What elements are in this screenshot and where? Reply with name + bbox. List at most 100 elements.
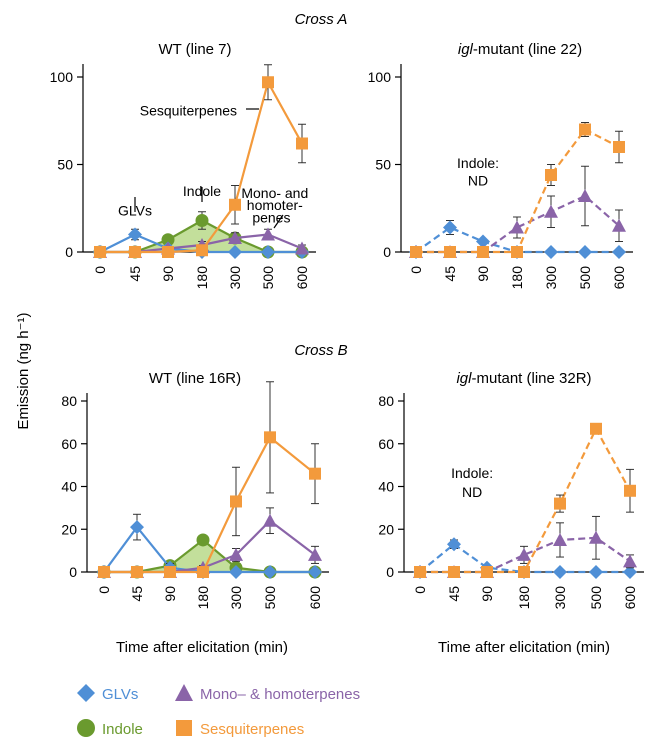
data-point-glvs bbox=[263, 565, 277, 579]
data-point-glvs bbox=[589, 565, 603, 579]
data-point-glvs bbox=[612, 245, 626, 259]
data-point-glvs bbox=[476, 234, 490, 249]
panel-title-text: -mutant (line 22) bbox=[473, 41, 582, 58]
legend-item-indole: Indole bbox=[77, 719, 143, 738]
x-tick-label: 600 bbox=[622, 586, 638, 610]
data-point-mono bbox=[544, 204, 558, 218]
cross-b-title: Cross B bbox=[294, 342, 347, 359]
y-axis-label: Emission (ng h⁻¹) bbox=[15, 312, 32, 429]
data-point-glvs bbox=[308, 565, 322, 579]
x-tick-label: 300 bbox=[227, 266, 243, 290]
y-tick-label: 20 bbox=[378, 521, 394, 537]
data-point-glvs bbox=[578, 245, 592, 259]
x-tick-label: 45 bbox=[442, 266, 458, 282]
y-tick-label: 80 bbox=[378, 393, 394, 409]
data-point-sesq bbox=[444, 246, 456, 258]
data-point-mono bbox=[623, 554, 637, 568]
data-point-indole bbox=[195, 214, 209, 227]
data-point-sesq bbox=[518, 566, 530, 578]
x-axis-label-left: Time after elicitation (min) bbox=[116, 639, 288, 656]
annotation: ND bbox=[468, 173, 488, 189]
data-point-mono bbox=[578, 189, 592, 202]
x-tick-label: 0 bbox=[92, 266, 108, 274]
y-tick-label: 50 bbox=[375, 157, 391, 173]
y-tick-label: 0 bbox=[383, 244, 391, 260]
legend-label-indole: Indole bbox=[102, 721, 143, 738]
data-point-mono bbox=[553, 532, 567, 546]
x-tick-label: 600 bbox=[307, 586, 323, 610]
data-point-glvs bbox=[443, 220, 457, 235]
panel-title: WT (line 16R) bbox=[149, 370, 241, 387]
x-tick-label: 45 bbox=[129, 586, 145, 602]
panel-title: WT (line 7) bbox=[158, 41, 231, 58]
data-point-sesq bbox=[554, 497, 566, 510]
x-axis-label-right: Time after elicitation (min) bbox=[438, 639, 610, 656]
y-tick-label: 50 bbox=[57, 157, 73, 173]
legend-marker-mono bbox=[175, 684, 193, 701]
x-tick-label: 500 bbox=[588, 586, 604, 610]
data-point-sesq bbox=[197, 566, 209, 578]
x-tick-label: 45 bbox=[446, 586, 462, 602]
data-point-sesq bbox=[264, 431, 276, 444]
annotation-leader bbox=[273, 214, 284, 229]
data-point-sesq bbox=[94, 246, 106, 258]
data-point-glvs bbox=[447, 537, 461, 552]
panel-title: igl-mutant (line 32R) bbox=[456, 370, 591, 387]
cross-a-title: Cross A bbox=[295, 11, 348, 28]
chart-panel-2: igl-mutant (line 22) 0 50 100 0 45 90 180 300 500… bbox=[368, 41, 633, 289]
data-point-mono bbox=[263, 513, 277, 527]
data-point-mono bbox=[295, 241, 309, 255]
legend-label-mono: Mono– & homoterpenes bbox=[200, 686, 360, 703]
panel-title-text: -mutant (line 32R) bbox=[471, 370, 591, 387]
data-point-sesq bbox=[164, 566, 176, 578]
data-point-glvs bbox=[128, 227, 142, 242]
data-point-glvs bbox=[229, 565, 243, 579]
x-tick-label: 500 bbox=[577, 266, 593, 290]
x-tick-label: 0 bbox=[408, 266, 424, 274]
panel-title-text: WT (line 7) bbox=[158, 41, 231, 58]
data-point-mono bbox=[228, 231, 242, 244]
data-point-mono bbox=[589, 530, 603, 544]
data-point-mono bbox=[261, 227, 275, 241]
data-point-indole bbox=[196, 533, 210, 547]
chart-panel-3: WT (line 16R) 0 20 40 60 80 0 45 90 180 300 500 600 bbox=[61, 370, 329, 609]
data-point-glvs bbox=[553, 565, 567, 579]
indole-area bbox=[100, 220, 302, 252]
data-point-sesq bbox=[98, 566, 110, 578]
y-tick-label: 0 bbox=[69, 564, 77, 580]
x-tick-label: 180 bbox=[509, 266, 525, 290]
x-tick-label: 90 bbox=[475, 266, 491, 282]
data-point-sesq bbox=[613, 141, 625, 153]
annotation: Sesquiterpenes bbox=[140, 103, 237, 119]
panel-title: igl-mutant (line 22) bbox=[458, 41, 582, 58]
data-point-sesq bbox=[229, 198, 241, 211]
x-tick-label: 600 bbox=[611, 266, 627, 290]
panel-title-italic: igl bbox=[458, 41, 474, 58]
x-tick-label: 90 bbox=[479, 586, 495, 602]
data-point-sesq bbox=[414, 566, 426, 578]
data-point-sesq bbox=[579, 123, 591, 136]
x-tick-label: 180 bbox=[516, 586, 532, 610]
data-point-glvs bbox=[228, 245, 242, 259]
data-point-sesq bbox=[477, 246, 489, 258]
x-tick-label: 45 bbox=[127, 266, 143, 282]
data-point-glvs bbox=[130, 520, 144, 535]
x-tick-label: 500 bbox=[262, 586, 278, 610]
annotation: penes bbox=[252, 209, 290, 225]
y-tick-label: 0 bbox=[386, 564, 394, 580]
x-tick-label: 600 bbox=[294, 266, 310, 290]
data-point-sesq bbox=[262, 76, 274, 89]
x-tick-label: 500 bbox=[260, 266, 276, 290]
annotation: Mono- and bbox=[241, 185, 308, 201]
data-point-sesq bbox=[511, 246, 523, 258]
chart-panel-4: igl-mutant (line 32R) 0 20 40 60 80 0 45 90 180 30… bbox=[378, 370, 644, 609]
x-tick-label: 0 bbox=[96, 586, 112, 594]
x-tick-label: 300 bbox=[543, 266, 559, 290]
legend-label-glvs: GLVs bbox=[102, 686, 138, 703]
panel-title-text: WT (line 16R) bbox=[149, 370, 241, 387]
legend-marker-sesq bbox=[176, 720, 192, 736]
data-point-indole bbox=[161, 233, 175, 247]
data-point-sesq bbox=[590, 422, 602, 435]
